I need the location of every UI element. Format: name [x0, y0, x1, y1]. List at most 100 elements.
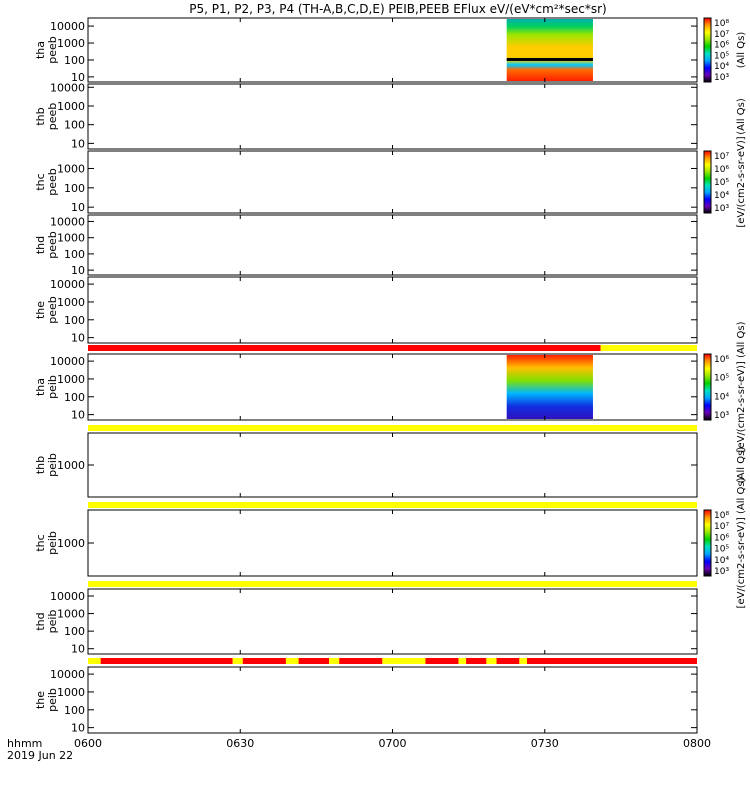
status-bar-segment	[232, 658, 243, 664]
y-tick-label: 100	[64, 119, 85, 132]
panel-thc-peeb: 10 100 1000 thc peeb 10³ 10⁴ 10⁵ 10⁶ 10⁷ [eV/(cm2-…	[34, 136, 747, 227]
y-axis-label: thb	[34, 107, 47, 125]
y-axis-label: thb	[34, 456, 47, 474]
x-tick-label: 0730	[531, 737, 559, 750]
y-axis-label: the	[34, 691, 47, 709]
time-axis: hhmm 2019 Jun 22 0600 0630 0700 0730 0800	[7, 737, 711, 762]
y-axis-label: peeb	[46, 231, 59, 259]
y-tick-label: 100	[64, 248, 85, 261]
y-axis-label: peeb	[46, 168, 59, 196]
status-bar-segment	[382, 658, 426, 664]
status-bar-segment	[519, 658, 527, 664]
y-tick-label: 10000	[50, 668, 85, 681]
status-bar-segment	[88, 581, 697, 587]
chart-title: P5, P1, P2, P3, P4 (TH-A,B,C,D,E) PEIB,P…	[189, 2, 606, 16]
time-axis-date: 2019 Jun 22	[7, 749, 73, 762]
y-tick-label: 10000	[50, 215, 85, 228]
colorbar-tick-label: 10⁵	[714, 178, 729, 188]
y-axis-label: peib	[46, 610, 59, 634]
y-axis-label: thd	[34, 612, 47, 630]
panel-frame	[87, 83, 698, 150]
colorbar-tick-label: 10⁷	[714, 152, 729, 162]
colorbar-tick-label: 10³	[714, 73, 729, 83]
y-tick-label: 100	[64, 704, 85, 717]
y-tick-label: 100	[64, 391, 85, 404]
panel-frame	[87, 276, 698, 344]
colorbar-tick-label: 10⁴	[714, 556, 729, 566]
panel-frame	[87, 432, 698, 498]
colorbar-tha-peeb	[703, 17, 712, 83]
status-bar-segment	[486, 658, 497, 664]
colorbar-tha-peib	[703, 353, 712, 421]
y-axis-label: thc	[34, 534, 47, 551]
colorbar-tick-label: 10³	[714, 567, 729, 577]
y-axis-label: peeb	[46, 296, 59, 324]
y-axis-label: peib	[46, 688, 59, 712]
y-tick-label: 1000	[57, 459, 85, 472]
y-tick-label: 1000	[57, 37, 85, 50]
y-axis-label: peib	[46, 531, 59, 555]
status-bar-segment	[466, 658, 487, 664]
y-tick-label: 100	[64, 54, 85, 67]
colorbar-tick-label: 10³	[714, 204, 729, 214]
colorbar-tick-label: 10⁶	[714, 533, 729, 543]
colorbar-tick-label: 10⁵	[714, 51, 729, 61]
spectrogram-gap-band	[506, 57, 593, 61]
y-tick-label: 10	[71, 722, 85, 735]
y-axis-label: tha	[34, 41, 47, 59]
y-axis-label: thc	[34, 173, 47, 190]
y-tick-label: 10	[71, 71, 85, 84]
colorbar-tick-label: 10³	[714, 411, 729, 421]
panel-frame	[87, 150, 698, 214]
status-bar-segment	[88, 502, 697, 508]
status-bar-segment	[425, 658, 459, 664]
y-tick-label: 1000	[57, 608, 85, 621]
y-tick-label: 10	[71, 201, 85, 214]
panel-thb-peib: 1000 thb peib (All Qs)	[34, 432, 747, 508]
y-tick-label: 100	[64, 625, 85, 638]
panel-frame	[87, 588, 698, 655]
y-tick-label: 1000	[57, 232, 85, 245]
y-tick-label: 10000	[50, 590, 85, 603]
status-bar-segment	[496, 658, 520, 664]
colorbar-tick-label: 10⁷	[714, 30, 729, 40]
y-tick-label: 1000	[57, 296, 85, 309]
colorbar-label: (All Qs)	[736, 32, 747, 69]
y-tick-label: 1000	[57, 162, 85, 175]
y-axis-label: peeb	[46, 103, 59, 131]
colorbar-tick-label: 10⁵	[714, 545, 729, 555]
y-axis-label: tha	[34, 378, 47, 396]
y-tick-label: 100	[64, 314, 85, 327]
status-bar-segment	[329, 658, 340, 664]
y-axis-label: thd	[34, 236, 47, 254]
y-tick-label: 1000	[57, 686, 85, 699]
status-bar-segment	[600, 345, 697, 351]
colorbar-tick-label: 10⁶	[714, 355, 729, 365]
colorbar-tick-label: 10⁴	[714, 62, 729, 72]
y-tick-label: 10	[71, 409, 85, 422]
colorbar-label: [eV/(cm2-s-sr-eV)] (All Qs)	[736, 321, 747, 452]
status-bar-segment	[339, 658, 383, 664]
panel-frame	[87, 353, 698, 421]
status-bar-segment	[458, 658, 467, 664]
y-tick-label: 10000	[50, 278, 85, 291]
colorbar-label: [eV/(cm2-s-sr-eV)] (All Qs)	[736, 477, 747, 608]
status-bar-segment	[88, 345, 601, 351]
y-tick-label: 10	[71, 643, 85, 656]
spectrogram-tha-peib	[506, 355, 593, 419]
y-axis-label: peeb	[46, 36, 59, 64]
status-bar-segment	[298, 658, 330, 664]
time-axis-label: hhmm	[7, 737, 42, 750]
colorbar-thc-peeb	[703, 150, 712, 214]
colorbar-tick-label: 10⁸	[714, 511, 729, 521]
x-tick-label: 0800	[683, 737, 711, 750]
